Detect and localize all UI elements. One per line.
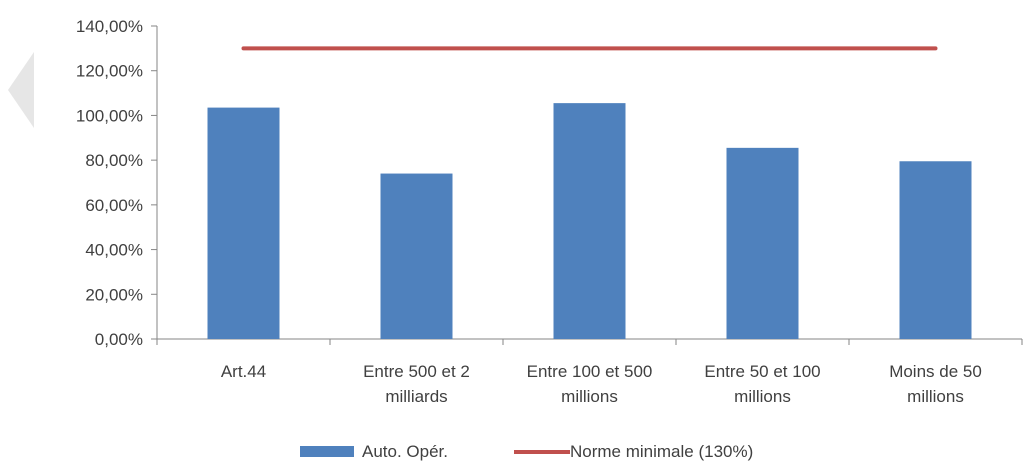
bar (899, 161, 972, 339)
y-tick-label: 120,00% (76, 62, 143, 81)
legend: Auto. Opér. Norme minimale (130%) (300, 442, 753, 461)
bar (207, 107, 280, 339)
bar (553, 103, 626, 339)
y-tick-label: 80,00% (85, 151, 143, 170)
y-tick-label: 20,00% (85, 285, 143, 304)
y-tick-label: 140,00% (76, 17, 143, 36)
legend-label-bar: Auto. Opér. (362, 442, 448, 461)
x-tick-label: Entre 500 et 2 milliards (363, 362, 470, 406)
x-tick-label: Entre 100 et 500 millions (527, 362, 653, 406)
y-tick-label: 100,00% (76, 106, 143, 125)
x-tick-label: Moins de 50 millions (889, 362, 982, 406)
x-tick-label: Art.44 (221, 362, 266, 381)
bar (380, 173, 453, 339)
y-axis: 0,00% 20,00% 40,00% 60,00% 80,00% 100,00% 120,… (76, 17, 158, 349)
x-tick-label: Entre 50 et 100 millions (704, 362, 820, 406)
bar (726, 147, 799, 339)
y-tick-label: 40,00% (85, 241, 143, 260)
legend-label-line: Norme minimale (130%) (570, 442, 753, 461)
y-tick-label: 0,00% (95, 330, 143, 349)
x-axis: Art.44 Entre 500 et 2 milliards Entre 100 e… (156, 338, 1023, 406)
legend-swatch-bar (300, 446, 354, 457)
bar-series (207, 103, 972, 339)
y-tick-label: 60,00% (85, 196, 143, 215)
chevron-left-icon[interactable] (0, 52, 34, 128)
